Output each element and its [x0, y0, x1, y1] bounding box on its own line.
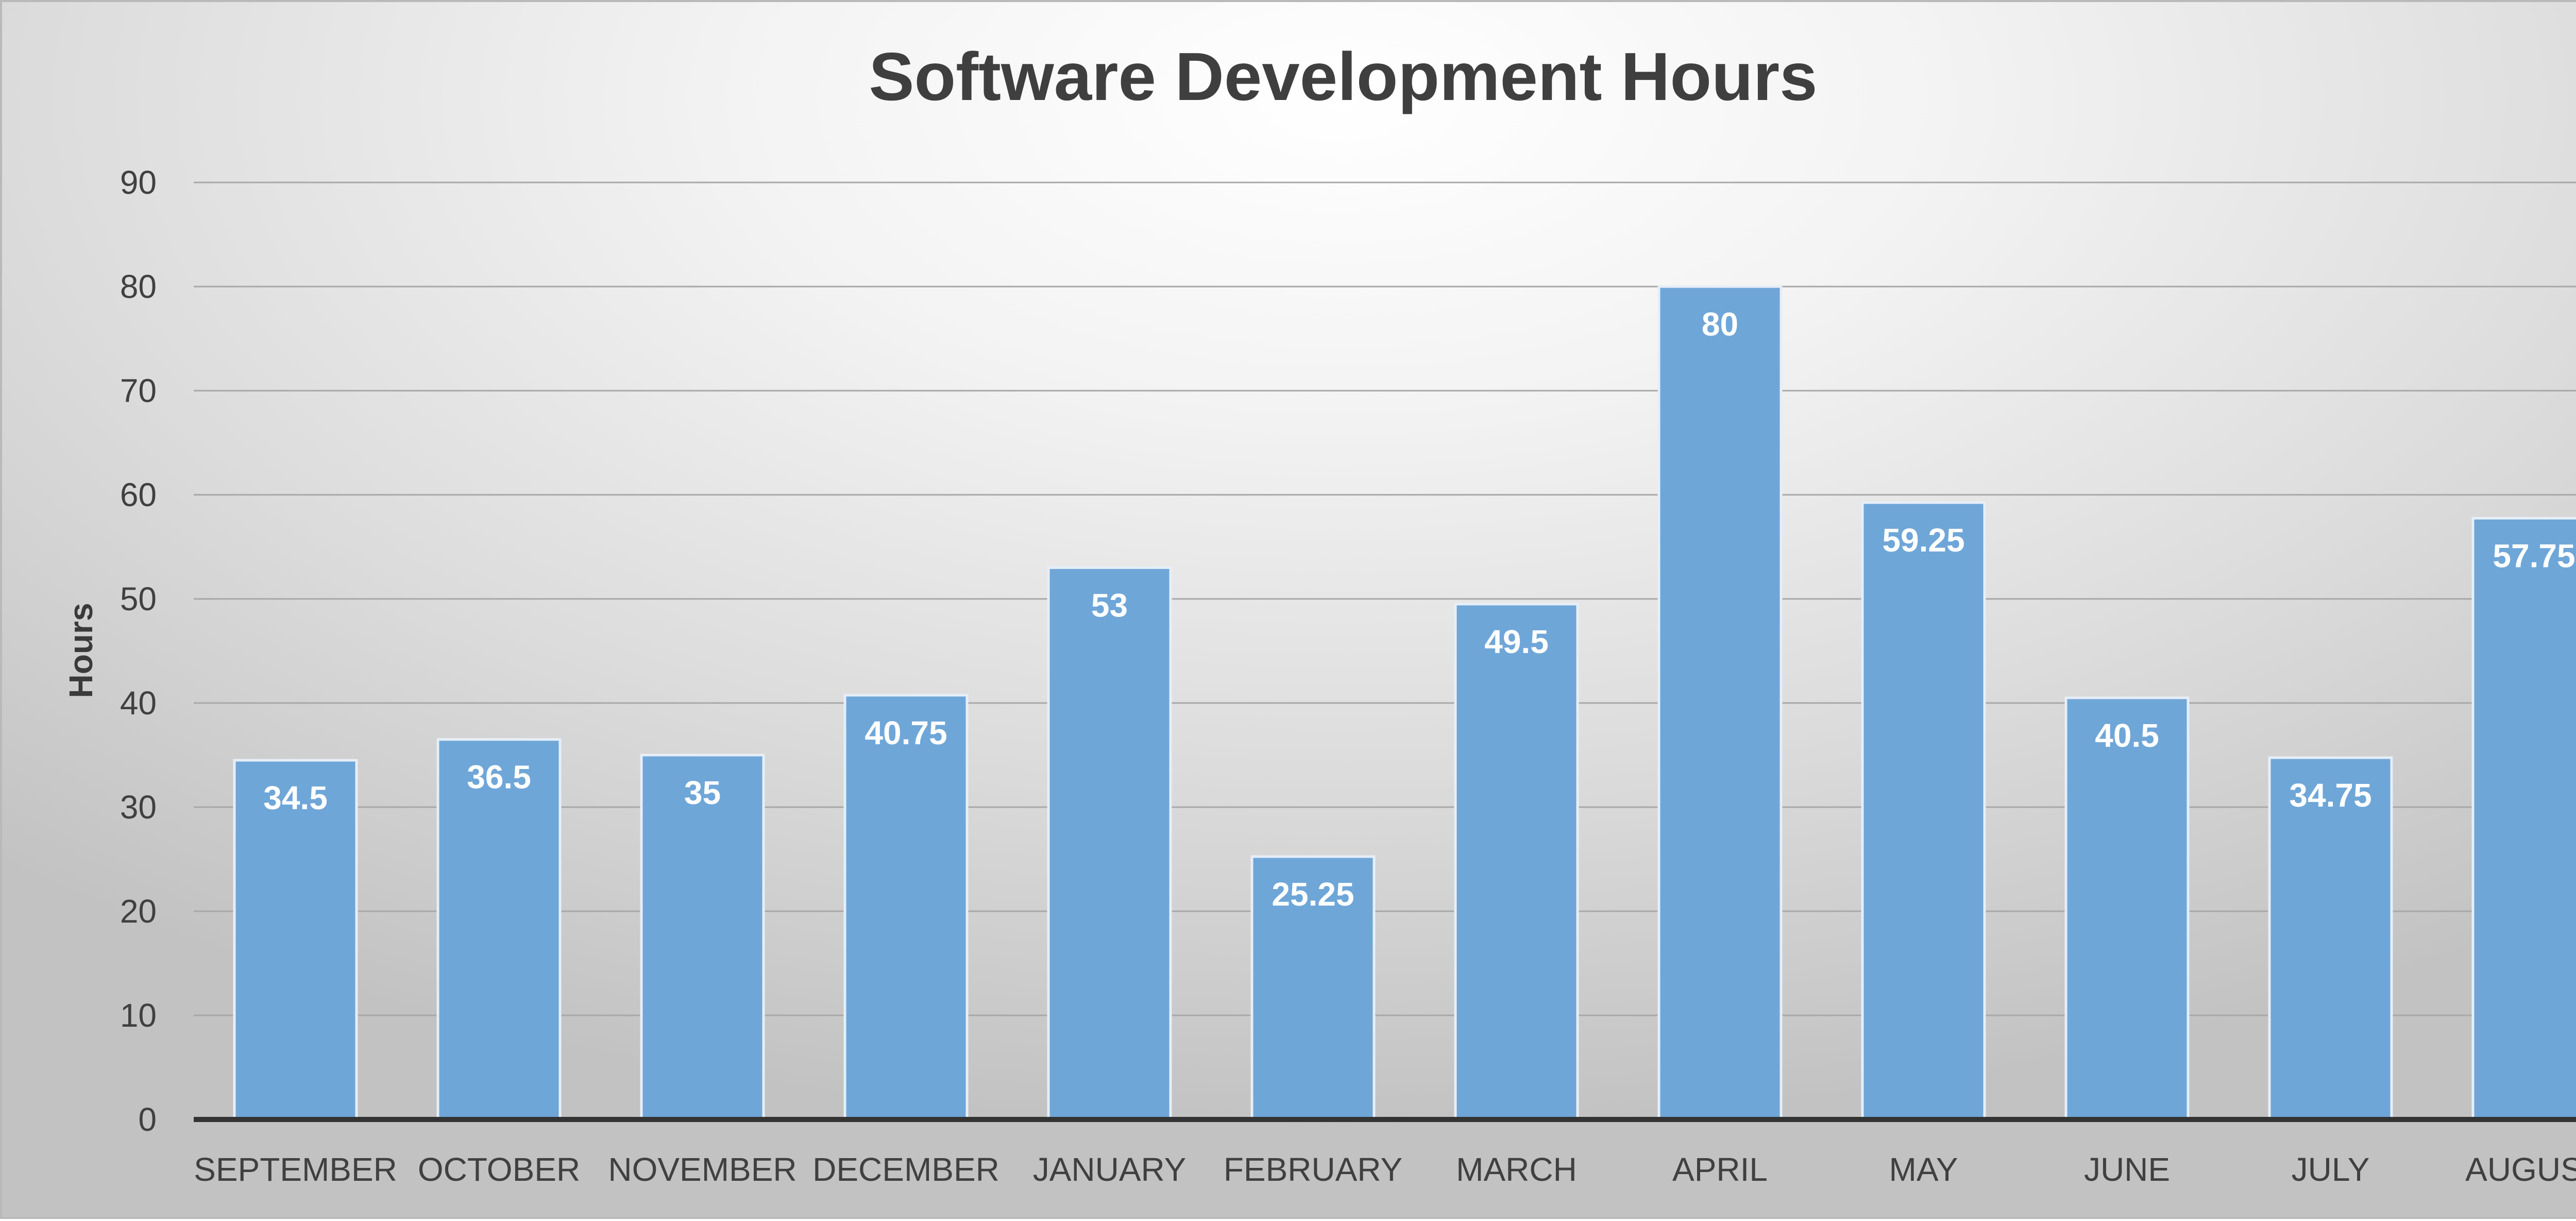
gridlines — [194, 181, 2576, 1016]
bar — [2471, 516, 2576, 1121]
y-tick-label: 50 — [120, 580, 157, 617]
data-label: 25.25 — [1272, 876, 1354, 913]
data-label: 34.75 — [2289, 777, 2371, 814]
y-axis-label: Hours — [62, 603, 99, 698]
bar — [2064, 696, 2190, 1121]
data-label: 57.75 — [2493, 537, 2575, 574]
bar — [1250, 855, 1376, 1121]
bar — [1454, 603, 1579, 1121]
data-label: 40.5 — [2095, 717, 2159, 754]
y-tick-label: 40 — [120, 684, 157, 722]
y-tick-label: 60 — [120, 476, 157, 513]
chart-title: Software Development Hours — [869, 39, 1817, 114]
x-axis-ticks: SEPTEMBER OCTOBER NOVEMBER DECEMBER JANUARY F… — [194, 1151, 2576, 1188]
x-tick-label: FEBRUARY — [1224, 1151, 1402, 1188]
data-label: 35 — [684, 774, 721, 811]
x-tick-label: NOVEMBER — [608, 1151, 796, 1188]
x-tick-label: SEPTEMBER — [194, 1151, 397, 1188]
bar — [1047, 566, 1172, 1121]
data-label: 36.5 — [467, 759, 531, 796]
x-tick-label: APRIL — [1672, 1151, 1768, 1188]
data-label: 40.75 — [865, 714, 947, 751]
y-tick-label: 0 — [138, 1101, 157, 1138]
data-label: 80 — [1702, 306, 1738, 343]
bar — [1657, 285, 1783, 1121]
y-tick-label: 10 — [120, 997, 157, 1034]
y-tick-label: 20 — [120, 893, 157, 930]
bar — [436, 738, 562, 1121]
bar — [2268, 756, 2393, 1121]
x-tick-label: MARCH — [1456, 1151, 1577, 1188]
x-tick-label: JULY — [2292, 1151, 2370, 1188]
x-tick-label: DECEMBER — [812, 1151, 999, 1188]
bar — [1861, 501, 1986, 1121]
x-tick-label: JUNE — [2084, 1151, 2170, 1188]
data-label: 59.25 — [1882, 522, 1964, 559]
y-tick-label: 90 — [120, 164, 157, 201]
x-tick-label: MAY — [1889, 1151, 1958, 1188]
data-label: 49.5 — [1484, 623, 1549, 660]
y-tick-label: 30 — [120, 789, 157, 826]
data-label: 53 — [1091, 587, 1128, 624]
bars — [233, 285, 2576, 1121]
x-tick-label: OCTOBER — [418, 1151, 580, 1188]
bar — [843, 694, 969, 1121]
y-tick-label: 80 — [120, 268, 157, 305]
bar — [233, 759, 358, 1121]
data-label: 34.5 — [263, 779, 328, 816]
x-tick-label: AUGUST — [2465, 1151, 2576, 1188]
y-axis-ticks: 0 10 20 30 40 50 60 70 80 90 — [120, 164, 157, 1138]
x-tick-label: JANUARY — [1033, 1151, 1187, 1188]
y-tick-label: 70 — [120, 372, 157, 409]
data-labels: 34.5 36.5 35 40.75 53 25.25 49.5 80 59.25 40.5 34.… — [263, 306, 2575, 913]
